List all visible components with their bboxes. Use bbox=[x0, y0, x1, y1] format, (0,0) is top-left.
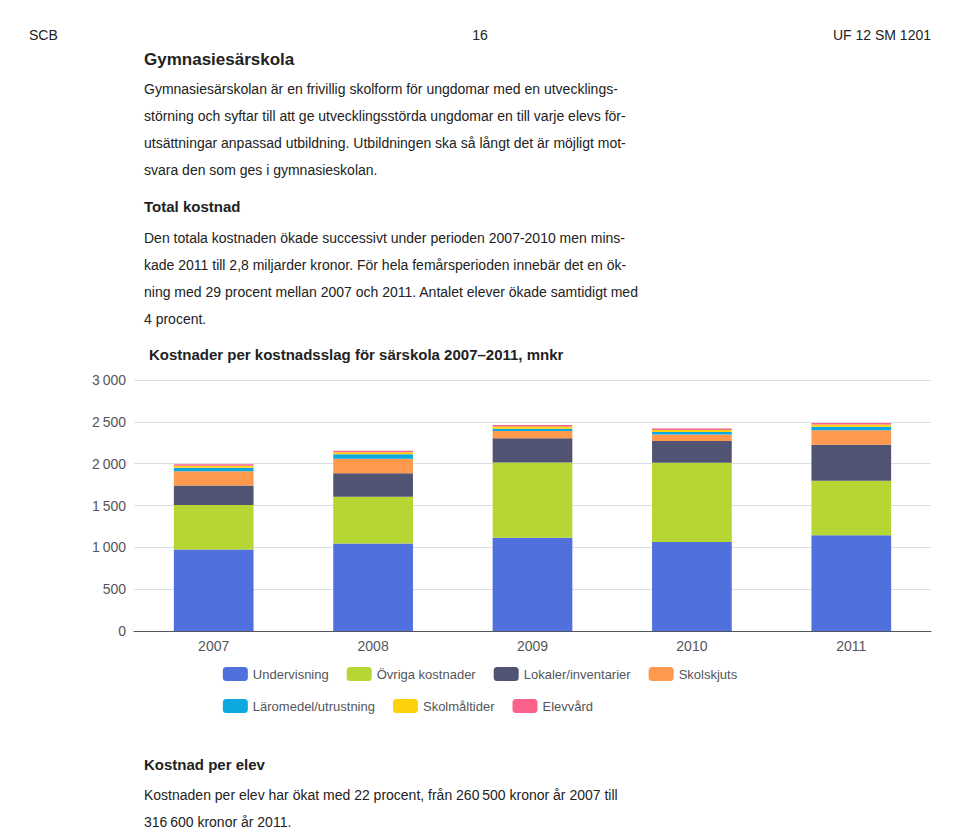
svg-text:Den totala kostnaden ökade suc: Den totala kostnaden ökade successivt un… bbox=[144, 230, 625, 246]
svg-text:Läromedel/utrustning: Läromedel/utrustning bbox=[253, 699, 375, 714]
svg-text:2007: 2007 bbox=[198, 638, 229, 654]
svg-text:UF 12 SM 1201: UF 12 SM 1201 bbox=[833, 27, 931, 43]
svg-text:2 500: 2 500 bbox=[92, 414, 126, 430]
svg-text:svara den som ges i gymnasiesk: svara den som ges i gymnasieskolan. bbox=[144, 162, 377, 178]
svg-text:1 500: 1 500 bbox=[92, 498, 126, 514]
svg-text:3 000: 3 000 bbox=[92, 372, 126, 388]
svg-text:2011: 2011 bbox=[836, 638, 866, 654]
svg-text:Elevvård: Elevvård bbox=[542, 699, 593, 714]
svg-text:Undervisning: Undervisning bbox=[253, 667, 329, 682]
svg-text:Total kostnad: Total kostnad bbox=[144, 198, 240, 215]
svg-text:störning och syftar till att g: störning och syftar till att ge utveckli… bbox=[144, 108, 626, 124]
svg-text:Kostnaden per elev har ökat me: Kostnaden per elev har ökat med 22 proce… bbox=[144, 787, 618, 803]
svg-text:2010: 2010 bbox=[676, 638, 707, 654]
svg-text:Lokaler/inventarier: Lokaler/inventarier bbox=[524, 667, 632, 682]
svg-text:316 600 kronor år 2011.: 316 600 kronor år 2011. bbox=[144, 814, 291, 830]
svg-text:Skolskjuts: Skolskjuts bbox=[679, 667, 738, 682]
svg-text:16: 16 bbox=[472, 27, 488, 43]
svg-text:500: 500 bbox=[103, 581, 127, 597]
svg-text:kade 2011 till 2,8 miljarder k: kade 2011 till 2,8 miljarder kronor. För… bbox=[144, 257, 627, 273]
svg-text:2009: 2009 bbox=[517, 638, 548, 654]
svg-text:Kostnad per elev: Kostnad per elev bbox=[144, 756, 266, 773]
svg-text:ning med 29 procent mellan 200: ning med 29 procent mellan 2007 och 2011… bbox=[144, 284, 638, 300]
svg-text:Övriga kostnader: Övriga kostnader bbox=[377, 667, 477, 682]
svg-text:2008: 2008 bbox=[358, 638, 389, 654]
svg-text:Skolmåltider: Skolmåltider bbox=[423, 699, 495, 714]
svg-text:Gymnasiesärskolan är en frivil: Gymnasiesärskolan är en frivillig skolfo… bbox=[144, 81, 618, 97]
svg-text:4 procent.: 4 procent. bbox=[144, 311, 206, 327]
svg-text:0: 0 bbox=[118, 623, 126, 639]
svg-text:1 000: 1 000 bbox=[92, 539, 126, 555]
svg-text:Kostnader per kostnadsslag för: Kostnader per kostnadsslag för särskola … bbox=[149, 346, 564, 363]
svg-text:Gymnasiesärskola: Gymnasiesärskola bbox=[144, 50, 295, 69]
svg-text:2 000: 2 000 bbox=[92, 456, 126, 472]
svg-text:utsättningar anpassad utbildni: utsättningar anpassad utbildning. Utbild… bbox=[144, 135, 626, 151]
svg-text:SCB: SCB bbox=[29, 27, 58, 43]
